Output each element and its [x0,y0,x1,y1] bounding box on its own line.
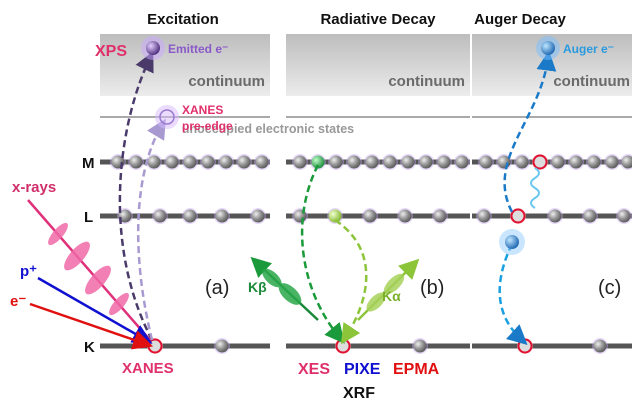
electron [202,156,215,169]
electron [184,210,197,223]
electron [480,156,493,169]
xrf-label: XRF [343,385,375,402]
continuum-label: continuum [553,73,630,90]
kalpha-label: Kα [382,288,401,304]
xanes-label: XANES [122,360,174,377]
electron [364,210,377,223]
level-label: M [82,155,95,172]
electron [420,156,433,169]
electron [606,156,619,169]
electron [256,156,269,169]
electron [294,156,307,169]
electron [348,156,361,169]
electron [184,156,197,169]
panel-label: (a) [205,277,229,299]
electron [154,210,167,223]
electron [216,340,229,353]
electron [456,156,469,169]
electron [552,156,565,169]
electron [588,156,601,169]
hole [512,210,525,223]
proton-label: p⁺ [20,263,37,280]
xps-label: XPS [95,43,127,60]
electron [402,156,415,169]
kalpha-arrow [335,220,366,338]
kbeta-label: Kβ [248,279,267,295]
technique-label: XES [298,361,330,378]
technique-label: EPMA [393,361,440,378]
electron [549,210,562,223]
energy-levels [100,162,632,346]
electron [366,156,379,169]
electron [516,156,529,169]
hole [337,340,350,353]
technique-label: PIXE [344,361,381,378]
electron [238,156,251,169]
decay-arrow [500,244,522,340]
diagram: Excitation Radiative Decay Auger Decay c… [0,0,632,404]
pre-edge-label: pre-edge [182,119,233,133]
electron [399,210,412,223]
electron [570,156,583,169]
electron [130,156,143,169]
electron [216,210,229,223]
electron [478,210,491,223]
panel-label: (b) [420,277,444,299]
electron [594,340,607,353]
level-label: K [84,339,95,356]
continuum-label: continuum [188,73,265,90]
electron [220,156,233,169]
electron [166,156,179,169]
electron [148,156,161,169]
electron [618,210,631,223]
energy-transfer [531,168,539,208]
panel-label: (c) [598,277,621,299]
pre-edge-label: XANES [182,103,223,117]
auger-e-label: Auger e⁻ [563,42,614,56]
hole [149,340,162,353]
panel-title: Auger Decay [474,11,566,28]
electron [414,340,427,353]
x-rays-label: x-rays [12,179,56,196]
electrons [110,154,632,354]
level-label: L [84,209,93,226]
electron-beam [30,304,146,344]
panel-title: Radiative Decay [320,11,436,28]
emitted-label: Emitted e⁻ [168,42,228,56]
electron [252,210,265,223]
electron [438,156,451,169]
hole [519,340,532,353]
electron [384,156,397,169]
electron-label: e⁻ [10,293,26,310]
electron [330,156,343,169]
electron [434,210,447,223]
panel-title: Excitation [147,11,219,28]
continuum-label: continuum [388,73,465,90]
electron [584,210,597,223]
hole [534,156,547,169]
